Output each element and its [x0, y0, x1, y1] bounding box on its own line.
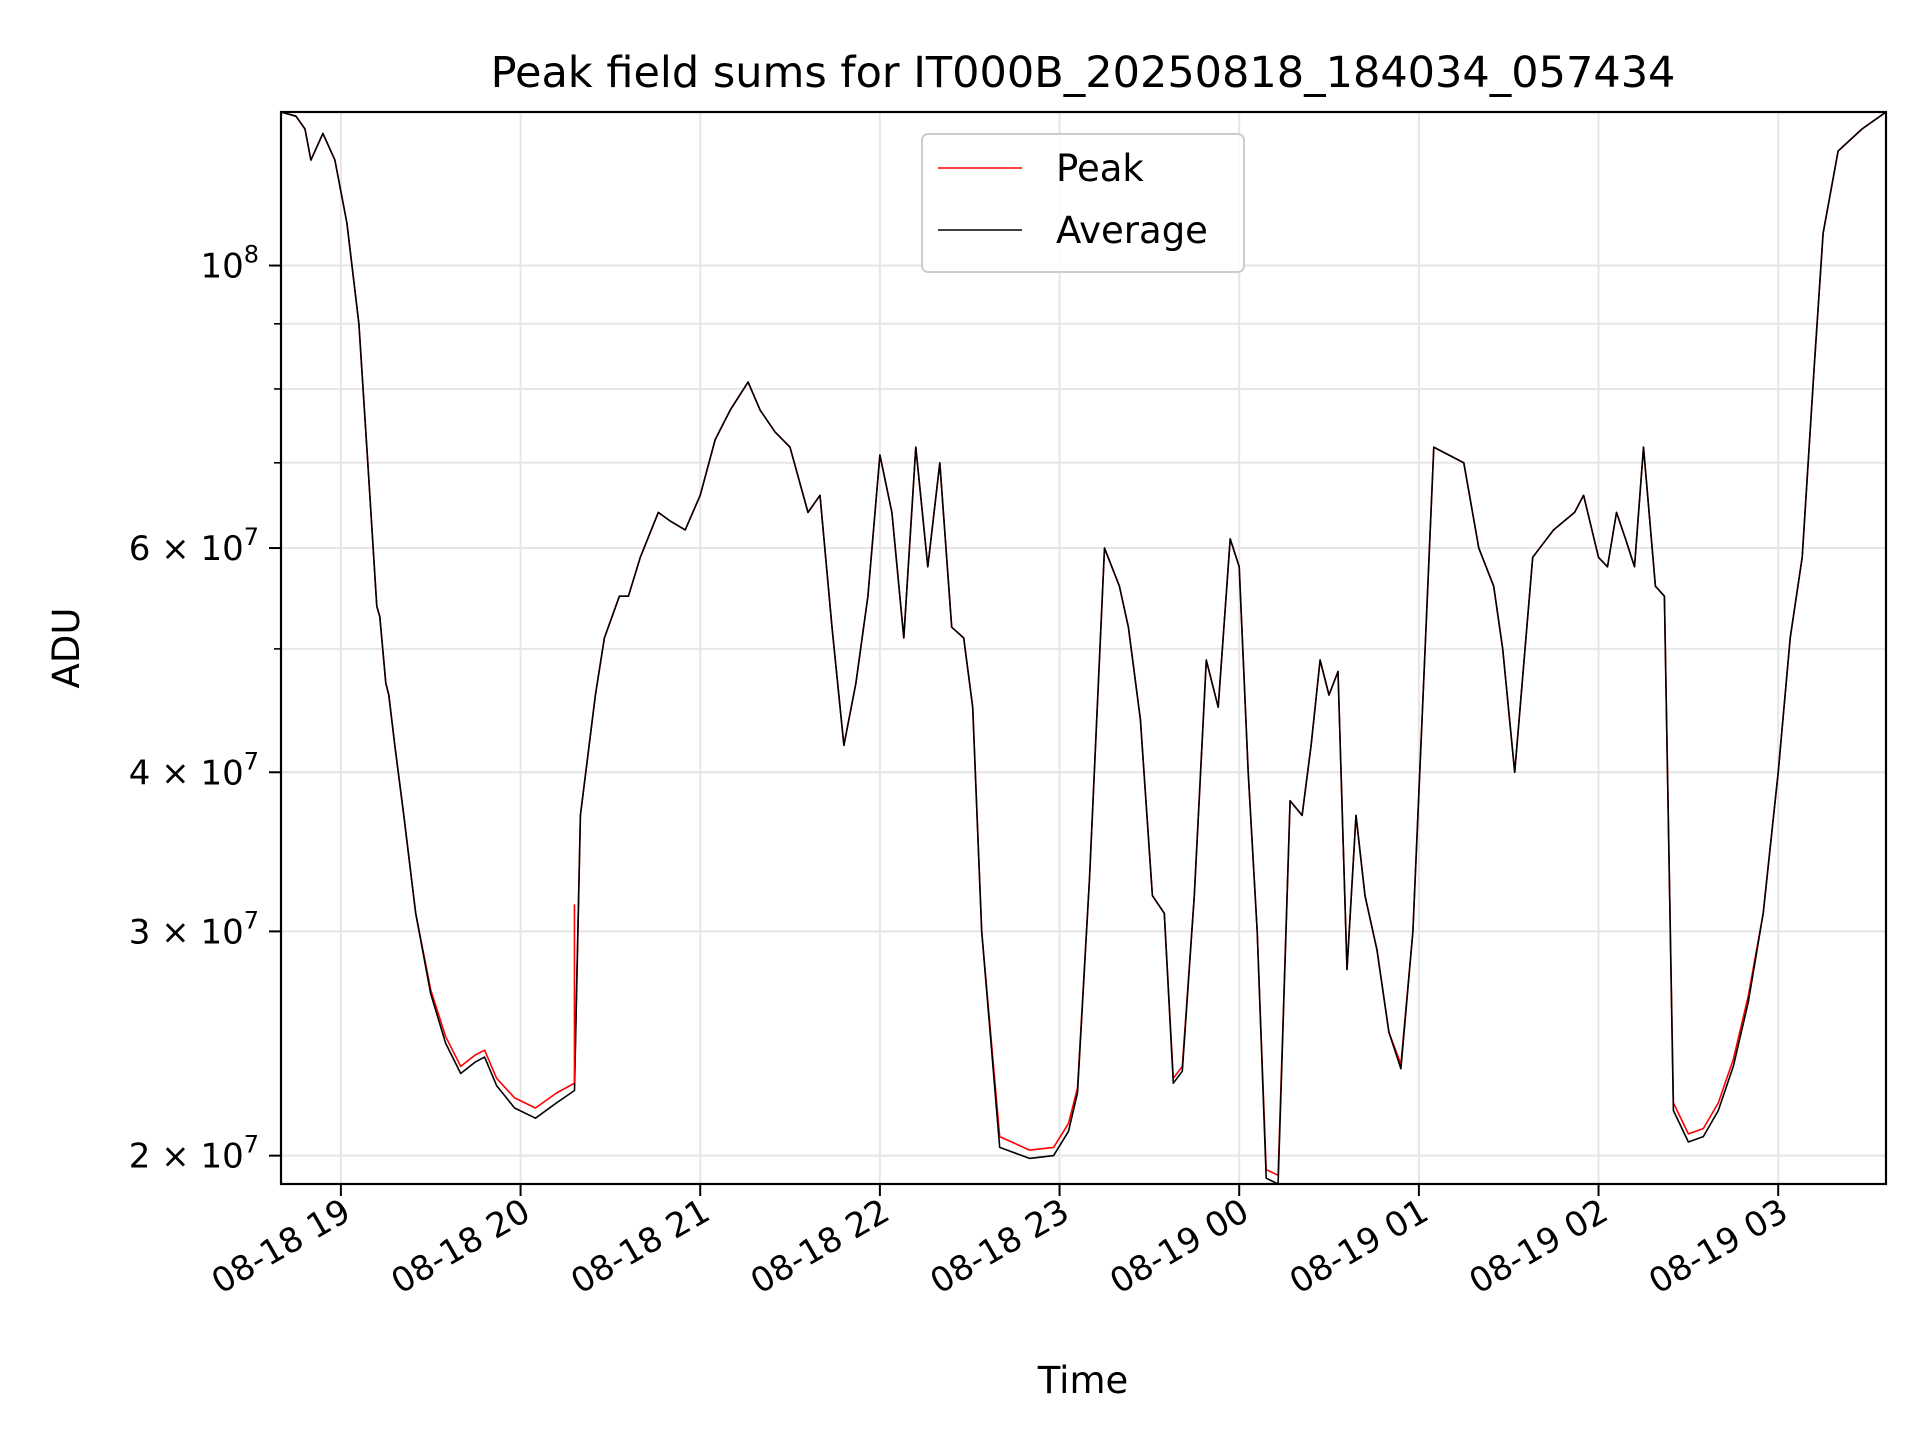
legend-label-average: Average	[1056, 209, 1208, 252]
x-axis-label: Time	[1037, 1359, 1129, 1402]
y-tick-label-0: 2 × 107	[129, 1131, 259, 1177]
y-tick-label-2: 4 × 107	[129, 747, 259, 793]
series-line-average	[281, 112, 1886, 1184]
y-tick-label-4: 108	[200, 241, 259, 287]
chart-title: Peak field sums for IT000B_20250818_1840…	[491, 48, 1676, 98]
plot-frame	[279, 110, 1888, 1186]
series-layer	[281, 112, 1886, 1184]
legend-label-peak: Peak	[1056, 147, 1144, 190]
y-tick-label-3: 6 × 107	[129, 523, 259, 569]
y-axis-ticks: 2 × 107 3 × 107 4 × 107 6 × 107 108	[129, 241, 281, 1177]
legend: Peak Average	[921, 133, 1245, 273]
y-axis-label: ADU	[45, 608, 88, 689]
y-tick-label-1: 3 × 107	[129, 906, 259, 952]
